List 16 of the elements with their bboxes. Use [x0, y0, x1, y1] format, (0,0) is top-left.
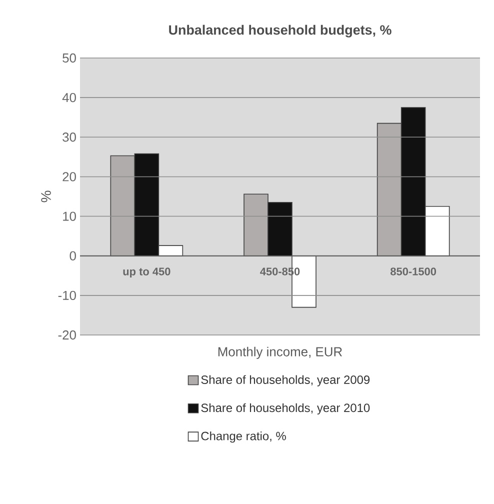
legend-label: Change ratio, %: [201, 431, 286, 443]
y-tick-label: 50: [62, 53, 76, 63]
y-tick-label: 30: [62, 132, 76, 142]
legend-label: Share of households, year 2009: [201, 375, 370, 386]
y-axis-title: %: [41, 190, 51, 202]
x-tick-label: up to 450: [123, 268, 170, 278]
y-tick-label: 20: [62, 172, 76, 182]
y-tick-label: -20: [58, 330, 76, 340]
y-tick-label: 40: [62, 92, 76, 102]
y-tick-label: 10: [63, 212, 76, 221]
x-axis-title: Monthly income, EUR: [218, 346, 342, 359]
y-tick-label: -10: [58, 290, 76, 300]
y-tick-label: 0: [70, 251, 76, 260]
chart-title: Unbalanced household budgets, %: [169, 24, 392, 38]
legend-label: Share of households, year 2010: [201, 403, 370, 414]
x-tick-label: 850-1500: [390, 268, 436, 276]
